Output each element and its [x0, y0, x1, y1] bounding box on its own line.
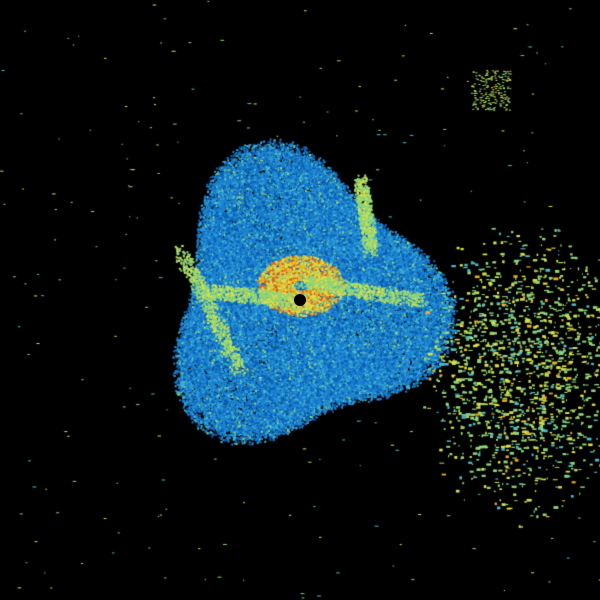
radar-site-marker [294, 294, 306, 306]
